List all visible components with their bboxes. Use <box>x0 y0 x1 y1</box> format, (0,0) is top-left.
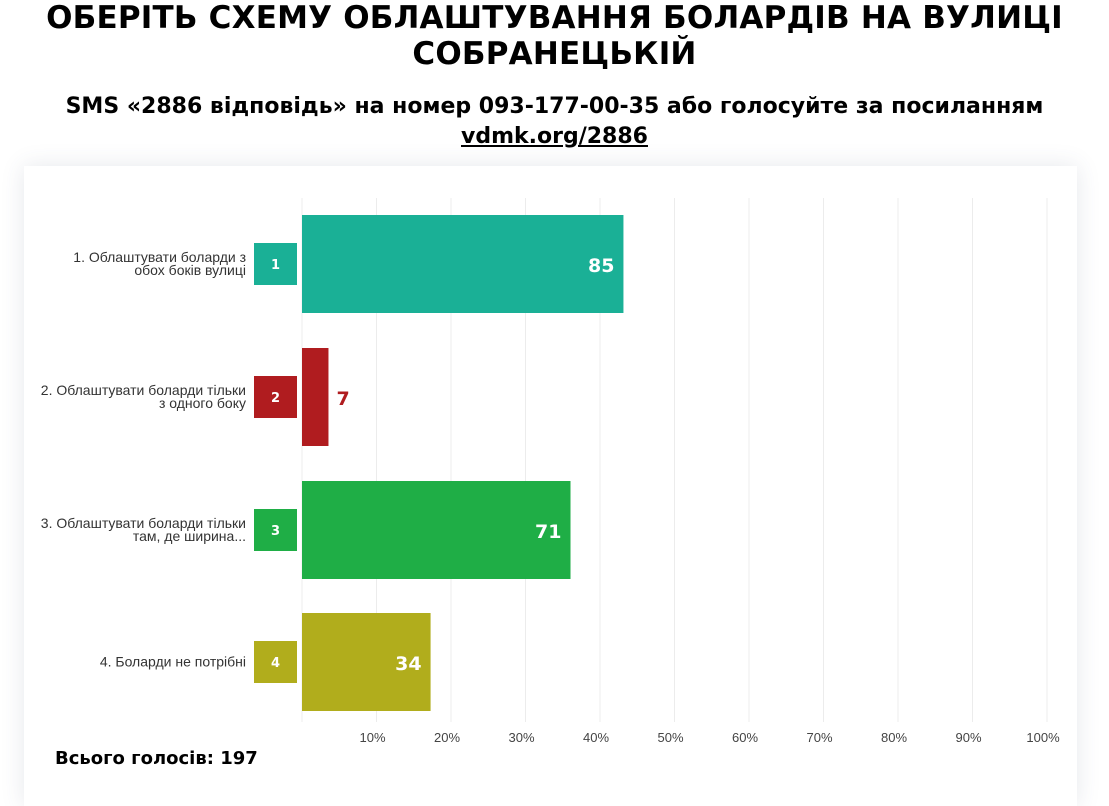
option-badge <box>254 641 297 683</box>
option-label: 1. Облаштувати боларди з обох боків вули… <box>73 249 246 278</box>
x-tick-label: 80% <box>881 730 907 745</box>
result-bar <box>302 215 624 313</box>
results-bar-chart: 10% 20% 30% 40% 50% 60% 70% 80% 90% 100% 1 85 2 7 3 71 4… <box>254 198 1060 745</box>
x-tick-label: 70% <box>806 730 832 745</box>
value-label: 71 <box>535 521 561 543</box>
result-bar <box>302 613 431 711</box>
option-badge <box>254 509 297 551</box>
page-title: ОБЕРІТЬ СХЕМУ ОБЛАШТУВАННЯ БОЛАРДІВ НА В… <box>46 0 1063 72</box>
x-tick-label: 90% <box>955 730 981 745</box>
option-badge <box>254 376 297 418</box>
value-label: 85 <box>588 255 614 277</box>
option-label: 4. Боларди не потрібні <box>99 653 246 670</box>
vote-link[interactable]: vdmk.org/2886 <box>461 124 648 149</box>
option-badge <box>254 243 297 285</box>
x-tick-label: 50% <box>657 730 683 745</box>
result-bar <box>302 481 571 579</box>
option-badge-number: 1 <box>271 258 280 273</box>
sms-instruction-text: SMS «2886 відповідь» на номер 093-177-00… <box>65 94 1044 119</box>
option-label: 2. Облаштувати боларди тільки з одного б… <box>40 382 246 411</box>
x-tick-label: 30% <box>508 730 534 745</box>
x-tick-label: 20% <box>434 730 460 745</box>
x-tick-label: 40% <box>583 730 609 745</box>
voting-instructions: SMS «2886 відповідь» на номер 093-177-00… <box>0 92 1109 152</box>
option-label: 3. Облаштувати боларди тільки там, де ши… <box>40 515 246 544</box>
x-tick-label: 10% <box>359 730 385 745</box>
x-tick-label: 60% <box>732 730 758 745</box>
result-bar <box>302 348 329 446</box>
total-votes: Всього голосів: 197 <box>55 748 258 769</box>
value-label: 7 <box>336 388 349 410</box>
x-tick-label: 100% <box>1026 730 1060 745</box>
option-badge-number: 3 <box>271 524 280 539</box>
option-badge-number: 2 <box>271 391 280 406</box>
option-badge-number: 4 <box>271 656 280 671</box>
value-label: 34 <box>395 653 421 675</box>
